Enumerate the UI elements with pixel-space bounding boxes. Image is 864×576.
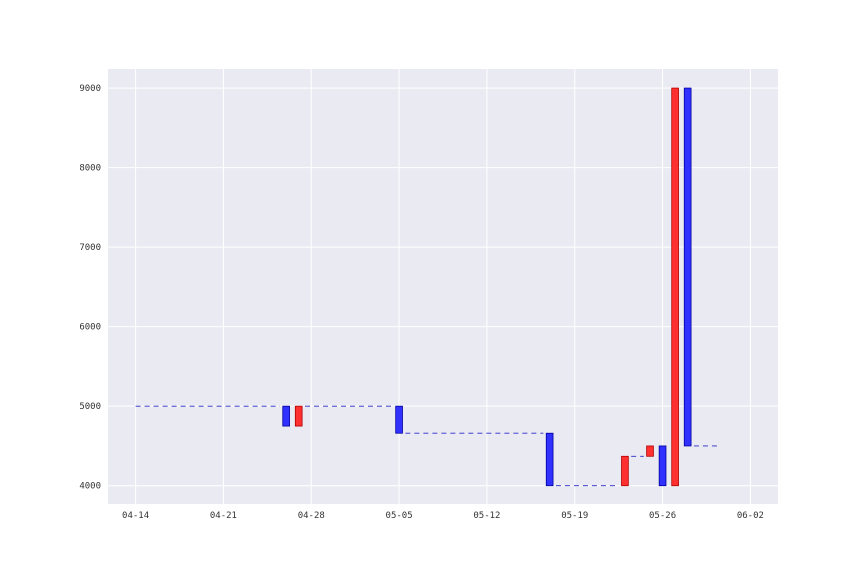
x-tick-labels: 04-14 04-21 04-28 05-05 05-12 05-19 05-26 06-02 [122, 511, 764, 521]
blue-bar [683, 87, 692, 447]
plot-background [108, 69, 778, 504]
flat-segments [135, 405, 720, 487]
y-tick-label: 5000 [79, 402, 101, 412]
y-tick-label: 7000 [79, 243, 101, 253]
red-bar [621, 455, 629, 487]
x-tick-label: 05-12 [473, 511, 500, 521]
x-tick-label: 05-05 [386, 511, 413, 521]
y-tick-label: 9000 [79, 84, 101, 94]
bars [282, 87, 692, 487]
x-tick-label: 04-14 [122, 511, 149, 521]
y-tick-label: 8000 [79, 164, 101, 174]
y-tick-label: 4000 [79, 482, 101, 492]
red-bar [646, 445, 654, 457]
blue-bar [545, 432, 554, 487]
y-tick-labels: 4000 5000 6000 7000 8000 9000 [79, 84, 101, 492]
blue-bar [395, 405, 403, 434]
x-tick-label: 04-21 [210, 511, 237, 521]
red-bar [671, 87, 679, 487]
x-tick-label: 05-19 [561, 511, 588, 521]
y-tick-label: 6000 [79, 323, 101, 333]
x-tick-label: 05-26 [649, 511, 676, 521]
grid [108, 69, 778, 504]
x-tick-label: 04-28 [298, 511, 325, 521]
blue-bar [658, 445, 667, 487]
blue-bar [282, 405, 290, 427]
red-bar [294, 405, 303, 427]
x-tick-label: 06-02 [737, 511, 764, 521]
